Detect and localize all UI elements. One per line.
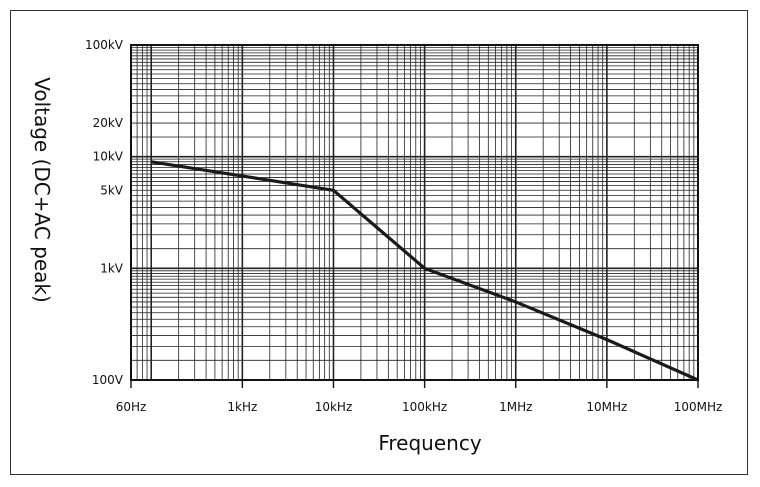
series-line bbox=[150, 160, 699, 382]
tick-labels: 60Hz 1kHz 10kHz 100kHz 1MHz 10MHz 100MHz 100kV 2… bbox=[85, 38, 722, 414]
x-tick-label: 100kHz bbox=[402, 400, 447, 414]
y-tick-label: 1kV bbox=[100, 261, 124, 275]
y-tick-label: 20kV bbox=[93, 116, 124, 130]
chart-frame bbox=[10, 10, 748, 475]
y-tick-label: 5kV bbox=[100, 183, 124, 197]
x-tick-label: 60Hz bbox=[116, 400, 147, 414]
x-tick-label: 10kHz bbox=[315, 400, 353, 414]
plot-border bbox=[130, 44, 699, 381]
x-tick-label: 10MHz bbox=[586, 400, 627, 414]
x-tick-label: 1kHz bbox=[227, 400, 257, 414]
x-tick-label: 1MHz bbox=[499, 400, 532, 414]
series-layer bbox=[150, 160, 699, 382]
x-axis-label: Frequency bbox=[378, 431, 481, 455]
y-axis-label: Voltage (DC+AC peak) bbox=[30, 77, 54, 303]
x-tick-label: 100MHz bbox=[674, 400, 723, 414]
y-tick-label: 10kV bbox=[93, 150, 124, 164]
y-tick-label: 100kV bbox=[85, 38, 124, 52]
y-tick-label: 100V bbox=[92, 373, 124, 387]
grid bbox=[130, 44, 699, 388]
